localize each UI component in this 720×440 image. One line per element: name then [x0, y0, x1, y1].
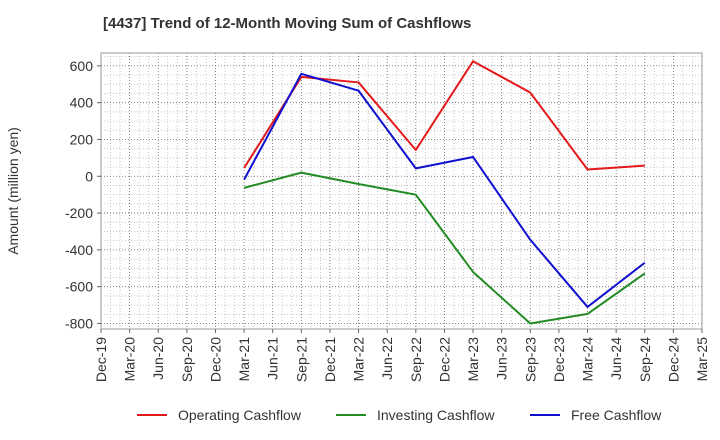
- y-tick-label: -200: [65, 205, 93, 221]
- legend-swatch: [137, 414, 167, 416]
- legend-swatch: [530, 414, 560, 416]
- x-tick-label: Dec-19: [93, 337, 109, 382]
- x-tick-label: Sep-23: [522, 337, 538, 382]
- y-tick-label: -400: [65, 242, 93, 258]
- chart-title: [4437] Trend of 12-Month Moving Sum of C…: [103, 15, 472, 32]
- y-tick-labels: 600 400 200 0 -200 -400 -600 -800: [65, 58, 101, 331]
- x-tick-label: Dec-20: [207, 337, 223, 382]
- grid: [100, 53, 703, 329]
- y-tick-label: 400: [70, 95, 94, 111]
- x-tick-label: Mar-24: [580, 337, 596, 382]
- series-line-free-cashflow: [243, 72, 646, 308]
- x-tick-label: Sep-21: [293, 337, 309, 382]
- legend-item-investing-cashflow: Investing Cashflow: [336, 404, 495, 426]
- x-tick-label: Jun-22: [379, 337, 395, 380]
- x-tick-label: Mar-20: [122, 337, 138, 382]
- legend-item-free-cashflow: Free Cashflow: [530, 404, 661, 426]
- series-line-operating-cashflow: [243, 60, 645, 171]
- y-axis-label: Amount (million yen): [5, 127, 21, 255]
- plot-area-frame: [100, 52, 703, 330]
- series-lines: [243, 60, 646, 325]
- x-tick-label: Sep-22: [408, 337, 424, 382]
- y-tick-label: -800: [65, 315, 93, 331]
- legend: Operating Cashflow Investing Cashflow Free…: [0, 404, 720, 426]
- x-tick-label: Sep-20: [179, 337, 195, 382]
- series-line-investing-cashflow: [243, 171, 646, 325]
- y-tick-label: -600: [65, 279, 93, 295]
- x-tick-label: Jun-24: [608, 337, 624, 380]
- x-tick-label: Dec-24: [665, 337, 681, 382]
- x-tick-label: Dec-23: [551, 337, 567, 382]
- legend-label: Free Cashflow: [571, 407, 662, 423]
- x-tick-label: Mar-23: [465, 337, 481, 382]
- legend-label: Operating Cashflow: [178, 407, 301, 423]
- y-tick-label: 600: [70, 58, 94, 74]
- y-tick-label: 200: [70, 131, 94, 147]
- y-tick-label: 0: [85, 168, 93, 184]
- x-tick-label: Jun-20: [150, 337, 166, 380]
- x-tick-label: Mar-21: [236, 337, 252, 382]
- x-tick-labels: Dec-19 Mar-20 Jun-20 Sep-20 Dec-20 Mar-21 Jun-…: [93, 329, 710, 382]
- x-tick-label: Jun-21: [265, 337, 281, 380]
- x-tick-label: Dec-22: [436, 337, 452, 382]
- legend-item-operating-cashflow: Operating Cashflow: [137, 404, 301, 426]
- legend-swatch: [336, 414, 366, 416]
- legend-label: Investing Cashflow: [377, 407, 495, 423]
- x-tick-label: Dec-21: [322, 337, 338, 382]
- x-tick-label: Mar-25: [694, 337, 710, 382]
- x-tick-label: Jun-23: [494, 337, 510, 380]
- x-tick-label: Mar-22: [351, 337, 367, 382]
- x-tick-label: Sep-24: [637, 337, 653, 382]
